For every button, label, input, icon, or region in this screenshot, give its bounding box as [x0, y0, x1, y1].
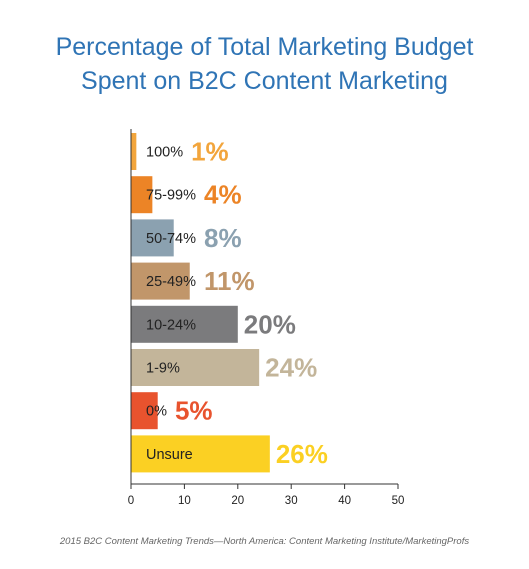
category-label-3: 50-74%: [146, 231, 196, 247]
value-label-7: 5%: [175, 396, 213, 426]
value-label-6: 24%: [265, 353, 317, 383]
chart-title-line-1: Percentage of Total Marketing Budget: [55, 33, 474, 61]
bar-2: [131, 176, 153, 214]
bar-7: [131, 392, 158, 430]
x-tick-label-40: 40: [338, 495, 351, 507]
bar-5: [131, 305, 238, 343]
category-label-1: 100%: [146, 145, 183, 161]
category-label-6: 1-9%: [146, 361, 180, 377]
bar-3: [131, 219, 174, 257]
value-label-3: 8%: [204, 223, 242, 253]
chart-title-line-2: Spent on B2C Content Marketing: [81, 67, 448, 95]
value-label-1: 1%: [191, 137, 229, 167]
bar-8: [131, 435, 270, 473]
value-label-2: 4%: [204, 180, 242, 210]
x-tick-label-20: 20: [231, 495, 244, 507]
category-label-2: 75-99%: [146, 188, 196, 204]
category-label-8: Unsure: [146, 447, 193, 463]
bar-1: [131, 133, 137, 170]
category-label-7: 0%: [146, 404, 167, 420]
bar-4: [131, 262, 190, 300]
x-tick-label-10: 10: [178, 495, 191, 507]
value-label-5: 20%: [244, 309, 296, 339]
source-note: 2015 B2C Content Marketing Trends—North …: [59, 536, 470, 547]
bar-6: [131, 349, 260, 386]
category-label-4: 25-49%: [146, 274, 196, 290]
x-tick-label-30: 30: [285, 495, 298, 507]
value-label-8: 26%: [276, 439, 328, 469]
x-tick-label-0: 0: [128, 495, 134, 507]
chart-title: Percentage of Total Marketing Budget Spe…: [0, 30, 529, 98]
value-label-4: 11%: [204, 266, 255, 296]
category-label-5: 10-24%: [146, 317, 196, 333]
x-tick-label-50: 50: [392, 495, 405, 507]
